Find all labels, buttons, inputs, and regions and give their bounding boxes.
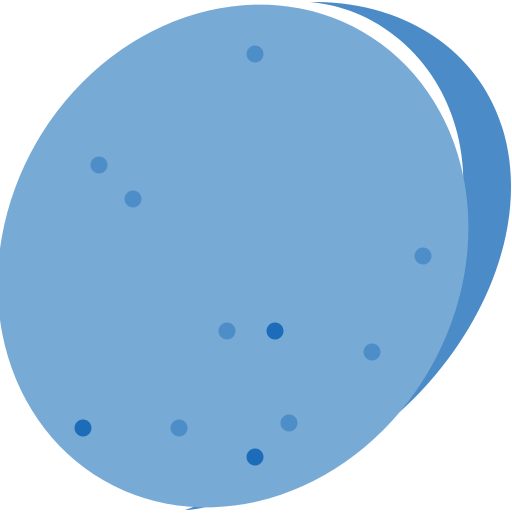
crater-dark (246, 448, 264, 466)
crater-dark (266, 322, 284, 340)
crater-light (280, 414, 298, 432)
crater-light (246, 45, 264, 63)
crater-light (414, 247, 432, 265)
crater-light (363, 343, 381, 361)
crater-group (74, 45, 432, 466)
crater-light (124, 190, 142, 208)
crater-light (218, 322, 236, 340)
crater-light (170, 419, 188, 437)
crater-dark (74, 419, 92, 437)
crater-light (90, 156, 108, 174)
